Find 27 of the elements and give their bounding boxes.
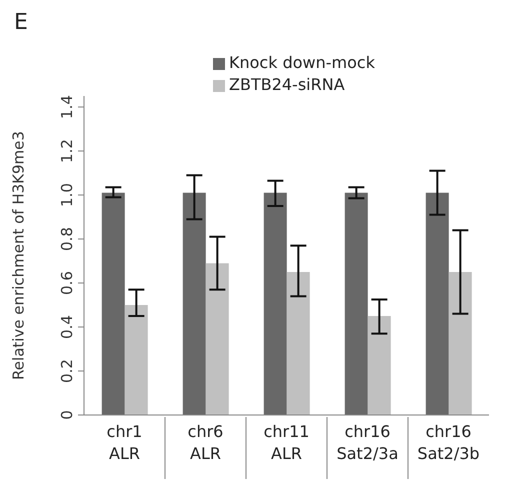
y-tick-label: 1.2 [58, 139, 76, 163]
bar [344, 192, 368, 415]
y-axis-title: Relative enrichment of H3K9me3 [9, 131, 28, 380]
bar [448, 272, 472, 415]
x-tick-label: chr6 ALR [188, 422, 224, 463]
chart-title: E [14, 10, 28, 35]
legend-label: ZBTB24-siRNA [229, 75, 345, 94]
x-tick-label: chr1 ALR [106, 422, 142, 463]
bar [264, 192, 287, 415]
bar [286, 272, 310, 415]
bar [426, 192, 449, 415]
y-tick-label: 0 [58, 410, 76, 420]
y-tick-label: 0.4 [58, 315, 76, 339]
y-tick-label: 1.4 [58, 95, 76, 119]
legend-label: Knock down-mock [229, 53, 375, 72]
y-tick-label: 0.6 [58, 271, 76, 295]
bar [102, 192, 125, 415]
x-tick-label: chr11 ALR [264, 422, 310, 463]
bar [206, 263, 229, 415]
x-tick-label: chr16 Sat2/3a [336, 422, 398, 463]
bar [124, 305, 148, 415]
x-tick-label: chr16 Sat2/3b [417, 422, 480, 463]
bar [368, 316, 391, 415]
y-tick-label: 1.0 [58, 183, 76, 207]
y-tick-label: 0.2 [58, 359, 76, 383]
y-tick-label: 0.8 [58, 227, 76, 251]
bar [182, 192, 206, 415]
